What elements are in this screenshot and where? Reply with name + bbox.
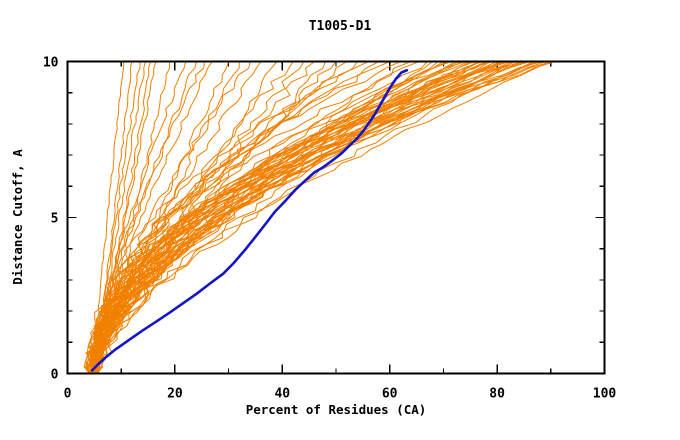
highlighted-curve	[90, 68, 409, 372]
page-title: T1005-D1	[309, 19, 372, 34]
ensemble-curve	[90, 61, 205, 374]
plot-frame	[66, 60, 606, 375]
ensemble-curve	[87, 61, 528, 374]
x-tick-label: 60	[382, 387, 398, 402]
y-tick-label: 0	[51, 368, 59, 383]
y-axis-title: Distance Cutoff, A	[10, 149, 25, 285]
ensemble-curve	[90, 61, 531, 374]
x-axis-title: Percent of Residues (CA)	[246, 402, 427, 417]
series-layer	[83, 61, 556, 374]
x-tick-label: 20	[167, 387, 183, 402]
y-tick-label: 5	[51, 212, 59, 227]
x-tick-label: 80	[489, 387, 505, 402]
ensemble-curve	[89, 61, 187, 374]
y-tick-label: 10	[43, 56, 59, 71]
ensemble-curve	[85, 61, 546, 374]
ensemble-curve	[86, 61, 369, 374]
ensemble-curve	[87, 61, 498, 374]
x-tick-label: 40	[274, 387, 290, 402]
ensemble-curve	[94, 61, 550, 374]
ensemble-curve	[91, 61, 537, 374]
ensemble-curve	[89, 61, 197, 374]
ensemble-curve	[89, 61, 460, 374]
ensemble-curve	[88, 61, 553, 374]
x-tick-label: 100	[593, 387, 617, 402]
axis-tick-labels: 0 20 40 60 80 100 0 5 10	[43, 56, 617, 402]
x-tick-label: 0	[64, 387, 72, 402]
ensemble-curve	[88, 61, 556, 374]
